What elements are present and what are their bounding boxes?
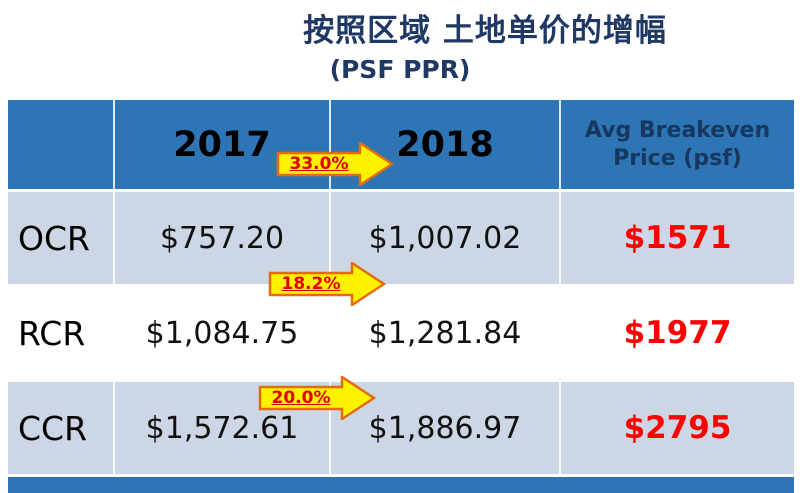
growth-arrow-ocr: 33.0%	[276, 142, 394, 186]
table-row-rcr: RCR $1,084.75 $1,281.84 $1977	[8, 287, 794, 382]
table-row-ccr: CCR $1,572.61 $1,886.97 $2795	[8, 382, 794, 477]
header-region-cell	[8, 100, 115, 189]
header-breakeven: Avg Breakeven Price (psf)	[584, 118, 771, 171]
table-header-row: 2017 2018 Avg Breakeven Price (psf)	[8, 100, 794, 192]
header-2018: 2018	[331, 100, 561, 189]
page-title: 按照区域 土地单价的增幅	[303, 13, 667, 49]
ccr-breakeven-value: $2795	[623, 410, 732, 446]
ccr-2018-value: $1,886.97	[331, 382, 561, 474]
growth-arrow-ccr: 20.0%	[258, 376, 376, 420]
price-table: 2017 2018 Avg Breakeven Price (psf) OCR …	[8, 100, 794, 493]
ocr-breakeven-value: $1571	[623, 220, 732, 256]
ccr-2017-value: $1,572.61	[115, 382, 331, 474]
right-arrow-icon	[258, 376, 376, 420]
rcr-breakeven-value: $1977	[623, 315, 732, 351]
right-arrow-icon	[268, 262, 386, 306]
rcr-2018-value: $1,281.84	[331, 287, 561, 379]
ocr-2018-value: $1,007.02	[331, 192, 561, 284]
growth-pct-ocr: 33.0%	[289, 154, 349, 174]
ocr-2017-value: $757.20	[115, 192, 331, 284]
region-label-ccr: CCR	[8, 382, 115, 474]
growth-arrow-rcr: 18.2%	[268, 262, 386, 306]
table-footer-bar	[8, 477, 794, 493]
region-label-ocr: OCR	[8, 192, 115, 284]
rcr-2017-value: $1,084.75	[115, 287, 331, 379]
table-row-ocr: OCR $757.20 $1,007.02 $1571	[8, 192, 794, 287]
right-arrow-icon	[276, 142, 394, 186]
header-2017: 2017	[115, 100, 331, 189]
page-subtitle: (PSF PPR)	[329, 55, 471, 84]
region-label-rcr: RCR	[8, 287, 115, 379]
growth-pct-ccr: 20.0%	[271, 388, 331, 408]
growth-pct-rcr: 18.2%	[281, 274, 341, 294]
